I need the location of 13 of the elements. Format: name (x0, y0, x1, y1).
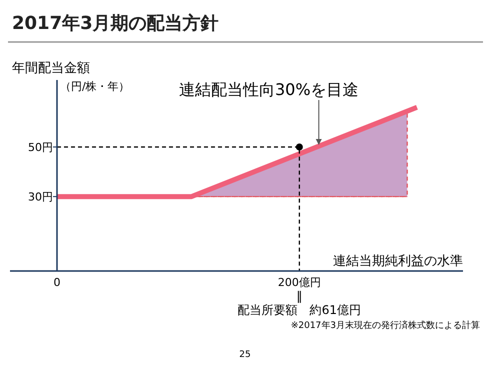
x-tick-label: 0 (54, 276, 60, 289)
x-axis-title: 連結当期純利益の水準 (333, 254, 463, 269)
text: 配当所要額 約61億円 (238, 303, 362, 317)
y-tick-label: 30円 (28, 190, 53, 204)
text: 25 (239, 350, 251, 360)
annotation: 連結配当性向30%を目途 (179, 80, 359, 99)
chart-title: 2017年3月期の配当方針 (12, 13, 219, 34)
x-tick-label: 200億円 (278, 276, 321, 289)
y-axis-title: 年間配当金額 (12, 61, 90, 76)
text: ※2017年3月末現在の発行済株式数による計算 (290, 320, 480, 331)
annotation: （円/株・年） (60, 80, 130, 93)
text: ‖ (296, 289, 302, 303)
y-tick-label: 50円 (28, 140, 53, 154)
